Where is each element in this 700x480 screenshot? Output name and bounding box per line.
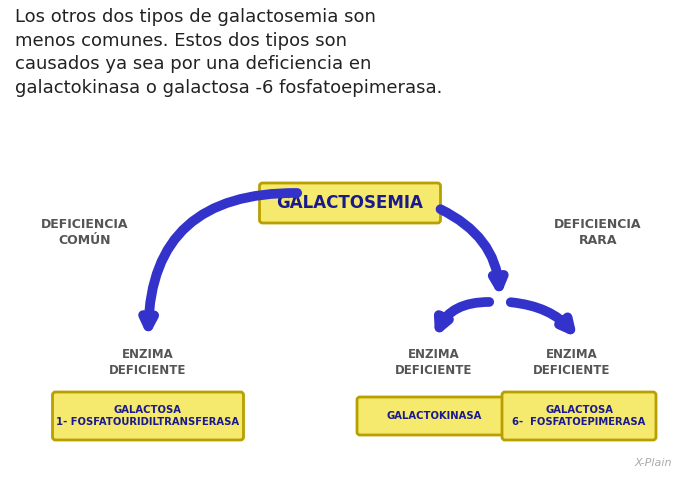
Text: GALACTOKINASA: GALACTOKINASA xyxy=(386,411,482,421)
FancyBboxPatch shape xyxy=(502,392,656,440)
FancyArrowPatch shape xyxy=(439,302,489,327)
Text: DEFICIENCIA
COMÚN: DEFICIENCIA COMÚN xyxy=(41,218,129,247)
Text: ENZIMA
DEFICIENTE: ENZIMA DEFICIENTE xyxy=(395,348,472,377)
FancyArrowPatch shape xyxy=(143,193,298,326)
Text: Los otros dos tipos de galactosemia son
menos comunes. Estos dos tipos son
causa: Los otros dos tipos de galactosemia son … xyxy=(15,8,442,97)
Text: DEFICIENCIA
RARA: DEFICIENCIA RARA xyxy=(554,218,642,247)
FancyArrowPatch shape xyxy=(440,209,504,287)
FancyArrowPatch shape xyxy=(511,302,570,329)
FancyBboxPatch shape xyxy=(260,183,440,223)
Text: ENZIMA
DEFICIENTE: ENZIMA DEFICIENTE xyxy=(109,348,187,377)
Text: X-Plain: X-Plain xyxy=(634,458,672,468)
Text: GALACTOSEMIA: GALACTOSEMIA xyxy=(276,194,424,212)
FancyBboxPatch shape xyxy=(52,392,244,440)
FancyBboxPatch shape xyxy=(357,397,511,435)
Text: GALACTOSA
6-  FOSFATOEPIMERASA: GALACTOSA 6- FOSFATOEPIMERASA xyxy=(512,405,645,427)
Text: GALACTOSA
1- FOSFATOURIDILTRANSFERASA: GALACTOSA 1- FOSFATOURIDILTRANSFERASA xyxy=(57,405,239,427)
Text: ENZIMA
DEFICIENTE: ENZIMA DEFICIENTE xyxy=(533,348,610,377)
